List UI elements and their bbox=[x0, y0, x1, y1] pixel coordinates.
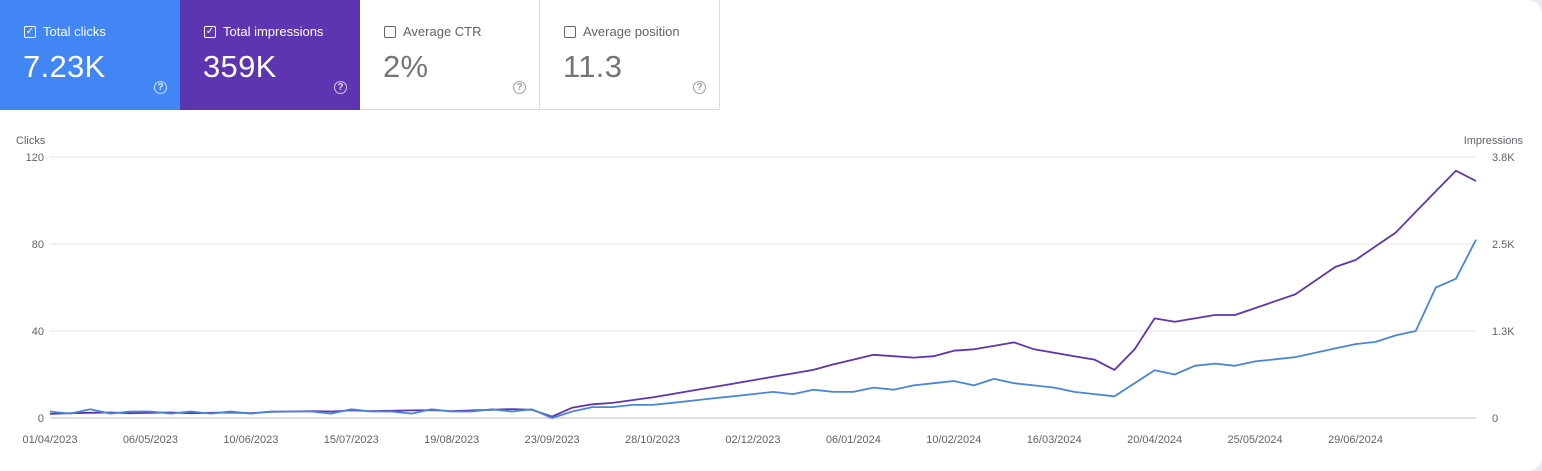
checkbox-icon[interactable] bbox=[384, 25, 396, 38]
metric-label: Average position bbox=[583, 24, 680, 39]
series-line bbox=[49, 239, 1477, 419]
x-tick-label: 25/05/2024 bbox=[1228, 434, 1283, 446]
x-axis-ticks: 01/04/2023 06/05/2023 10/06/2023 15/07/2023… bbox=[22, 434, 1383, 446]
right-tick-label: 2.5K bbox=[1492, 239, 1515, 251]
x-tick-label: 28/10/2023 bbox=[625, 434, 680, 446]
x-tick-label: 06/05/2023 bbox=[123, 434, 178, 446]
left-axis-ticks: 0 40 80 120 bbox=[26, 152, 44, 425]
checkbox-icon[interactable]: ✓ bbox=[24, 25, 36, 38]
right-tick-label: 0 bbox=[1492, 413, 1498, 425]
metric-average-ctr[interactable]: Average CTR 2% ? bbox=[360, 0, 540, 110]
series-line bbox=[49, 169, 1477, 418]
impressions-series bbox=[49, 169, 1477, 418]
right-tick-label: 3.8K bbox=[1492, 152, 1515, 164]
right-axis-title: Impressions bbox=[1464, 135, 1524, 147]
help-icon[interactable]: ? bbox=[334, 81, 347, 94]
right-axis-ticks: 0 1.3K 2.5K 3.8K bbox=[1492, 152, 1515, 425]
metric-average-position[interactable]: Average position 11.3 ? bbox=[540, 0, 720, 110]
metric-label: Average CTR bbox=[403, 24, 482, 39]
left-tick-label: 80 bbox=[32, 239, 44, 251]
metric-value: 359K bbox=[203, 49, 277, 84]
left-tick-label: 40 bbox=[32, 326, 44, 338]
performance-chart: Clicks Impressions 0 40 80 120 0 1.3K 2.5K 3.8… bbox=[16, 135, 1524, 446]
metric-value: 7.23K bbox=[23, 49, 106, 84]
x-tick-label: 29/06/2024 bbox=[1328, 434, 1383, 446]
clicks-series bbox=[49, 239, 1477, 419]
x-tick-label: 02/12/2023 bbox=[725, 434, 780, 446]
left-tick-label: 120 bbox=[26, 152, 44, 164]
help-icon[interactable]: ? bbox=[154, 81, 167, 94]
x-tick-label: 10/02/2024 bbox=[926, 434, 981, 446]
right-tick-label: 1.3K bbox=[1492, 326, 1515, 338]
checkbox-icon[interactable]: ✓ bbox=[204, 25, 216, 38]
help-icon[interactable]: ? bbox=[693, 81, 706, 94]
metric-label: Total impressions bbox=[223, 24, 324, 39]
x-tick-label: 19/08/2023 bbox=[424, 434, 479, 446]
left-axis-title: Clicks bbox=[16, 135, 46, 147]
metric-total-impressions[interactable]: ✓ Total impressions 359K ? bbox=[180, 0, 360, 110]
x-tick-label: 15/07/2023 bbox=[324, 434, 379, 446]
gridlines bbox=[50, 156, 1476, 419]
left-tick-label: 0 bbox=[38, 413, 44, 425]
x-tick-label: 06/01/2024 bbox=[826, 434, 881, 446]
metric-value: 2% bbox=[383, 49, 429, 84]
metric-total-clicks[interactable]: ✓ Total clicks 7.23K ? bbox=[0, 0, 180, 110]
x-tick-label: 01/04/2023 bbox=[22, 434, 77, 446]
metric-value: 11.3 bbox=[563, 49, 623, 84]
metric-cards: ✓ Total clicks 7.23K ? ✓ Total impressio… bbox=[0, 0, 720, 110]
x-tick-label: 23/09/2023 bbox=[525, 434, 580, 446]
checkbox-icon[interactable] bbox=[564, 25, 576, 38]
x-tick-label: 20/04/2024 bbox=[1127, 434, 1182, 446]
help-icon[interactable]: ? bbox=[513, 81, 526, 94]
x-tick-label: 10/06/2023 bbox=[223, 434, 278, 446]
x-tick-label: 16/03/2024 bbox=[1027, 434, 1082, 446]
metric-label: Total clicks bbox=[43, 24, 106, 39]
